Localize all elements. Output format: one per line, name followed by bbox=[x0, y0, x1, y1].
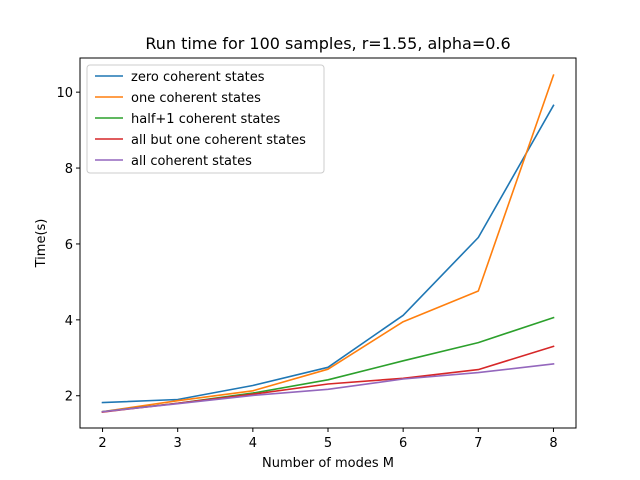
x-tick-label: 5 bbox=[324, 436, 332, 451]
y-tick-label: 2 bbox=[65, 390, 73, 405]
x-axis: 2 3 4 5 6 7 8 bbox=[98, 428, 558, 451]
y-tick-label: 6 bbox=[65, 238, 73, 253]
legend: zero coherent states one coherent states h… bbox=[86, 64, 325, 174]
y-tick-label: 8 bbox=[65, 162, 73, 177]
y-axis: 2 4 6 8 10 bbox=[56, 86, 80, 405]
legend-label: one coherent states bbox=[131, 91, 261, 106]
y-tick-label: 10 bbox=[56, 86, 73, 101]
x-tick-label: 8 bbox=[549, 436, 557, 451]
series-line-5 bbox=[101, 363, 555, 413]
y-axis-label: Time(s) bbox=[34, 219, 49, 269]
x-tick-label: 7 bbox=[474, 436, 482, 451]
x-tick-label: 2 bbox=[98, 436, 106, 451]
legend-box bbox=[86, 64, 325, 174]
x-tick-label: 4 bbox=[249, 436, 257, 451]
series-line-2 bbox=[101, 74, 555, 413]
plot-area bbox=[79, 57, 577, 429]
x-tick-label: 6 bbox=[399, 436, 407, 451]
chart-title: Run time for 100 samples, r=1.55, alpha=… bbox=[145, 34, 510, 53]
legend-label: zero coherent states bbox=[131, 70, 265, 85]
legend-label: half+1 coherent states bbox=[131, 112, 280, 127]
x-tick-label: 3 bbox=[174, 436, 182, 451]
legend-label: all coherent states bbox=[131, 154, 252, 169]
series-layer bbox=[101, 74, 555, 413]
x-axis-label: Number of modes M bbox=[262, 456, 394, 471]
series-line-1 bbox=[101, 104, 555, 404]
y-tick-label: 4 bbox=[65, 314, 73, 329]
legend-label: all but one coherent states bbox=[131, 133, 306, 148]
